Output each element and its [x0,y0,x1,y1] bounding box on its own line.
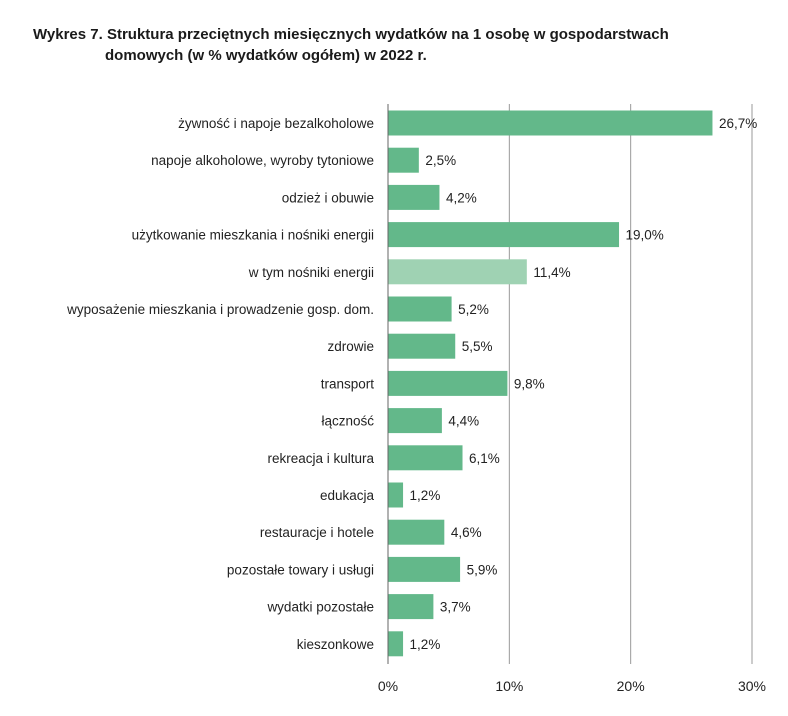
value-label: 5,9% [467,562,498,577]
bar [388,556,461,582]
category-label: użytkowanie mieszkania i nośniki energii [132,228,374,243]
x-tick-label: 30% [738,678,766,694]
grid-lines [387,104,753,664]
category-label: odzież i obuwie [282,190,374,205]
value-label: 9,8% [514,376,545,391]
category-label: żywność i napoje bezalkoholowe [178,116,374,131]
value-label: 11,4% [533,265,570,280]
category-label: edukacja [320,488,375,503]
value-label: 4,4% [448,414,479,429]
bar [388,445,463,471]
category-label: restauracje i hotele [260,525,374,540]
value-label: 19,0% [626,228,664,243]
bar [388,519,445,545]
bar [388,594,434,620]
bar [388,296,452,322]
category-label: rekreacja i kultura [267,451,374,466]
category-label: wydatki pozostałe [266,600,374,615]
category-labels: żywność i napoje bezalkoholowe napoje alk… [66,116,374,652]
bars [388,110,713,657]
chart-title: Wykres 7. Struktura przeciętnych miesięc… [33,24,753,66]
category-label: w tym nośniki energii [248,265,374,280]
x-tick-label: 0% [378,678,398,694]
x-tick-label: 20% [617,678,645,694]
x-tick-labels: 0% 10% 20% 30% [378,678,766,694]
value-label: 1,2% [410,488,441,503]
chart-title-line2: domowych (w % wydatków ogółem) w 2022 r. [105,47,427,64]
value-label: 26,7% [719,116,757,131]
value-labels: 26,7% 2,5% 4,2% 19,0% 11,4% 5,2% 5,5% 9,8% 4,4% 6… [410,116,758,652]
category-label: wyposażenie mieszkania i prowadzenie gos… [66,302,374,317]
bar [388,222,620,248]
bar [388,333,456,359]
value-label: 2,5% [425,153,456,168]
bar [388,482,404,508]
chart-title-line1: Wykres 7. Struktura przeciętnych miesięc… [33,26,669,43]
value-label: 5,2% [458,302,489,317]
value-label: 6,1% [469,451,500,466]
category-label: kieszonkowe [297,637,374,652]
value-label: 4,2% [446,190,477,205]
x-tick-label: 10% [495,678,523,694]
bar [388,259,527,285]
bar [388,370,508,396]
bar [388,110,713,136]
value-label: 5,5% [462,339,493,354]
bar [388,147,419,173]
bar [388,408,442,434]
category-label: łączność [321,414,374,429]
category-label: pozostałe towary i usługi [227,562,374,577]
value-label: 1,2% [410,637,441,652]
category-label: transport [321,376,375,391]
category-label: napoje alkoholowe, wyroby tytoniowe [151,153,374,168]
value-label: 4,6% [451,525,482,540]
category-label: zdrowie [327,339,374,354]
bar [388,184,440,210]
bar [388,631,404,657]
value-label: 3,7% [440,600,471,615]
